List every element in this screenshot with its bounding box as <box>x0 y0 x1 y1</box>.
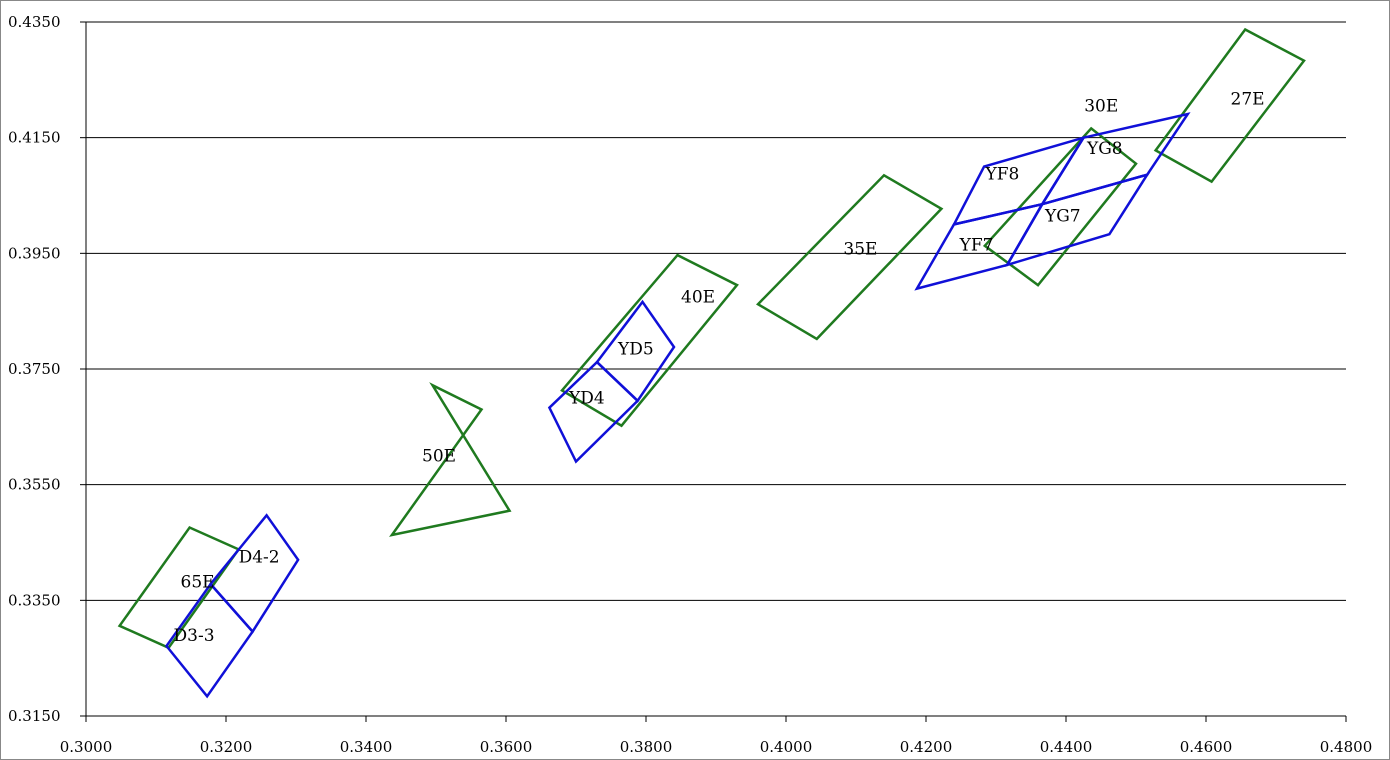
x-tick-label: 0.3200 <box>200 738 253 756</box>
region-d4-2 <box>208 513 300 634</box>
region-labels: 65E 50E 40E 35E 30E 27E D3-3 D4-2 YD4 YD5 YF7 YF8 YG… <box>174 90 1265 646</box>
gridlines <box>86 21 1346 601</box>
region-50e <box>389 382 512 537</box>
x-tick-label: 0.4400 <box>1040 738 1093 756</box>
regions <box>117 27 1306 699</box>
y-tick-label: 0.3550 <box>8 476 61 494</box>
region-label-yg8: YG8 <box>1086 139 1123 159</box>
region-27e <box>1153 27 1306 184</box>
region-label-50e: 50E <box>422 447 456 467</box>
region-label-65e: 65E <box>181 573 215 593</box>
x-tick-label: 0.4800 <box>1320 738 1373 756</box>
region-label-yf7: YF7 <box>959 235 994 255</box>
y-tick-label: 0.3950 <box>8 244 61 262</box>
x-tick-labels: 0.3000 0.3200 0.3400 0.3600 0.3800 0.4000 0.42… <box>60 738 1373 756</box>
region-label-yg7: YG7 <box>1044 207 1081 227</box>
region-yd4 <box>547 360 640 464</box>
y-tick-label: 0.3350 <box>8 591 61 609</box>
region-40e <box>560 253 739 428</box>
y-tick-labels: 0.3150 0.3350 0.3550 0.3750 0.3950 0.4150 0.43… <box>8 13 61 725</box>
region-label-yd4: YD4 <box>568 389 605 409</box>
region-label-yf8: YF8 <box>985 164 1020 184</box>
y-tick-label: 0.3150 <box>8 707 61 725</box>
region-label-35e: 35E <box>843 239 877 259</box>
region-label-d3-3: D3-3 <box>174 626 215 646</box>
region-label-30e: 30E <box>1084 97 1118 117</box>
x-tick-label: 0.4000 <box>760 738 813 756</box>
y-tick-label: 0.3750 <box>8 360 61 378</box>
x-tick-label: 0.3800 <box>620 738 673 756</box>
y-tick-label: 0.4350 <box>8 13 61 31</box>
y-tick-label: 0.4150 <box>8 129 61 147</box>
axes <box>80 21 1347 722</box>
region-yg8 <box>1039 112 1191 207</box>
region-yd5 <box>595 299 676 403</box>
x-tick-label: 0.4600 <box>1180 738 1233 756</box>
region-label-yd5: YD5 <box>617 340 654 360</box>
x-tick-label: 0.3600 <box>480 738 533 756</box>
x-tick-label: 0.4200 <box>900 738 953 756</box>
x-tick-label: 0.3400 <box>340 738 393 756</box>
x-tick-label: 0.3000 <box>60 738 113 756</box>
region-label-40e: 40E <box>681 287 715 307</box>
region-35e <box>755 173 944 341</box>
region-label-27e: 27E <box>1231 90 1265 110</box>
region-30e <box>982 126 1138 287</box>
region-label-d4-2: D4-2 <box>239 548 280 568</box>
